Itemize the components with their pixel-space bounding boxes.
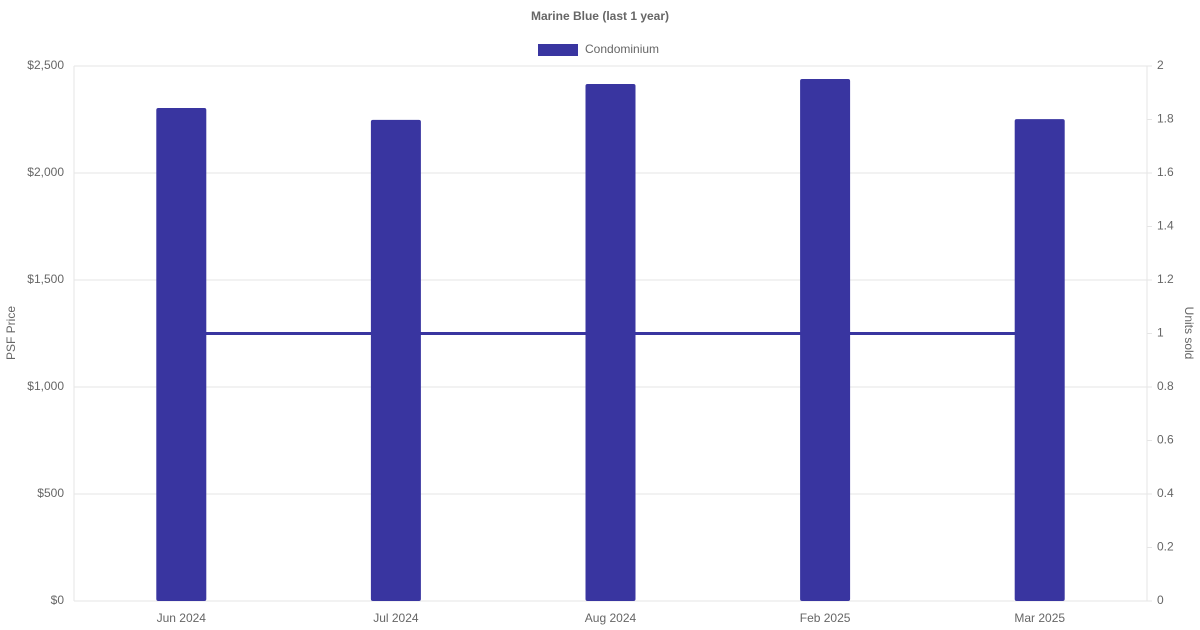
- bar: [1014, 119, 1065, 602]
- bar: [156, 107, 207, 601]
- y2-tick-label: 0: [1157, 593, 1164, 607]
- x-tick-label: Mar 2025: [1014, 611, 1065, 625]
- y2-tick-label: 0.2: [1157, 540, 1174, 554]
- y2-tick-label: 0.6: [1157, 433, 1174, 447]
- x-tick-label: Aug 2024: [585, 611, 637, 625]
- x-tick-label: Jun 2024: [157, 611, 207, 625]
- y2-tick-label: 1.2: [1157, 272, 1174, 286]
- y-tick-label: $500: [37, 486, 64, 500]
- y2-tick-label: 1: [1157, 326, 1164, 340]
- y2-tick-label: 0.4: [1157, 486, 1174, 500]
- bar: [370, 119, 421, 601]
- y2-tick-label: 1.6: [1157, 165, 1174, 179]
- x-tick-label: Feb 2025: [800, 611, 851, 625]
- y-axis-title: PSF Price: [4, 306, 18, 360]
- legend-swatch: [538, 44, 578, 56]
- y2-tick-label: 0.8: [1157, 379, 1174, 393]
- x-tick-label: Jul 2024: [373, 611, 419, 625]
- y-tick-label: $2,500: [27, 58, 64, 72]
- chart-title: Marine Blue (last 1 year): [531, 9, 669, 23]
- y2-tick-label: 2: [1157, 58, 1164, 72]
- bar: [585, 83, 636, 601]
- y-tick-label: $0: [51, 593, 65, 607]
- y-tick-label: $1,500: [27, 272, 64, 286]
- y2-tick-label: 1.4: [1157, 219, 1174, 233]
- y2-axis-title: Units sold: [1182, 307, 1196, 360]
- legend-label: Condominium: [585, 42, 659, 56]
- y-tick-label: $2,000: [27, 165, 64, 179]
- y-tick-label: $1,000: [27, 379, 64, 393]
- bar: [800, 79, 851, 601]
- y2-tick-label: 1.8: [1157, 112, 1174, 126]
